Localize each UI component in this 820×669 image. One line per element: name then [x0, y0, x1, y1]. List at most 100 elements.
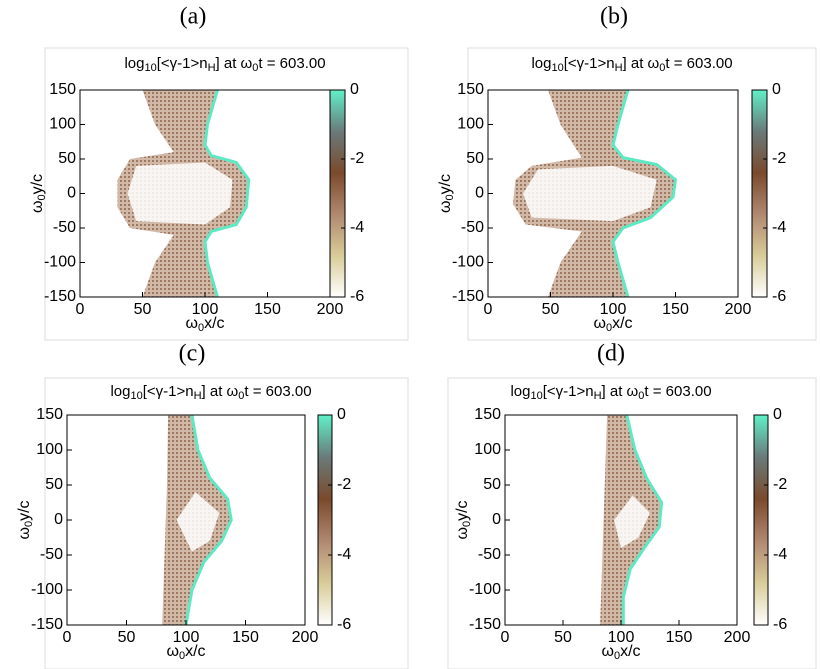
- chart-title: log10[<γ-1>nH] at ω0t = 603.00: [510, 383, 711, 402]
- text-part: x/c: [185, 643, 205, 660]
- y-tick-label: -50: [40, 546, 63, 563]
- front-edge: [203, 89, 251, 298]
- y-tick-label: -100: [44, 254, 76, 271]
- colorbar: [753, 414, 769, 626]
- text-part: log: [124, 55, 144, 72]
- text-part: y/c: [454, 500, 471, 520]
- panel-frame: [467, 47, 817, 341]
- x-tick-label: 200: [724, 629, 751, 646]
- subscript: H: [615, 62, 623, 74]
- text-part: ω: [593, 315, 606, 332]
- text-part: t = 603.00: [258, 55, 325, 72]
- y-tick-label: -150: [452, 288, 484, 305]
- colorbar: [317, 414, 333, 626]
- subscript: 0: [23, 521, 35, 527]
- x-tick-label: 50: [118, 629, 136, 646]
- text-part: y/c: [16, 500, 33, 520]
- y-tick-label: -100: [31, 581, 63, 598]
- x-tick-label: 100: [600, 301, 627, 318]
- text-part: log: [110, 383, 130, 400]
- y-tick-label: -150: [469, 616, 501, 633]
- y-tick-label: 0: [54, 511, 63, 528]
- subscript: H: [594, 390, 602, 402]
- x-tick-label: 0: [76, 301, 85, 318]
- text-part: y/c: [437, 174, 454, 194]
- colorbar-tick-label: -4: [773, 546, 787, 563]
- x-tick-label: 100: [192, 301, 219, 318]
- y-tick-label: -50: [478, 546, 501, 563]
- y-tick-label: 50: [58, 150, 76, 167]
- panel-frame: [44, 47, 409, 341]
- chart-title: log10[<γ-1>nH] at ω0t = 603.00: [124, 55, 325, 74]
- x-tick-label: 150: [662, 301, 689, 318]
- x-tick-label: 100: [608, 629, 635, 646]
- front-edge: [184, 414, 233, 626]
- x-axis-label: ω0x/c: [601, 643, 640, 662]
- text-part: ω: [29, 201, 46, 214]
- subscript: 0: [614, 650, 620, 662]
- subscript: H: [194, 390, 202, 402]
- colorbar-tick-label: -6: [337, 616, 351, 633]
- y-tick-label: 50: [466, 150, 484, 167]
- sparse-region: [127, 162, 233, 225]
- subscript: 0: [606, 322, 612, 334]
- subscript: 0: [198, 322, 204, 334]
- colorbar: [751, 89, 768, 298]
- x-tick-label: 150: [666, 629, 693, 646]
- subscript: H: [208, 62, 216, 74]
- x-tick-label: 200: [292, 629, 319, 646]
- subscript: 10: [130, 390, 142, 402]
- x-axis-label: ω0x/c: [185, 315, 224, 334]
- y-tick-label: 100: [36, 441, 63, 458]
- text-part: [<γ-1>n: [143, 383, 194, 400]
- sparse-region: [176, 492, 220, 552]
- sparse-region: [614, 495, 650, 548]
- front-edge: [611, 89, 678, 298]
- y-axis-label: ω0y/c: [16, 500, 35, 539]
- text-part: [<γ-1>n: [543, 383, 594, 400]
- text-part: t = 603.00: [665, 55, 732, 72]
- text-part: ω: [601, 643, 614, 660]
- panel-label: (a): [180, 4, 207, 30]
- subscript: 10: [551, 62, 563, 74]
- y-tick-label: -150: [31, 616, 63, 633]
- text-part: t = 603.00: [244, 383, 311, 400]
- y-tick-label: -100: [452, 254, 484, 271]
- text-part: x/c: [612, 315, 632, 332]
- text-part: ω: [185, 315, 198, 332]
- text-part: log: [531, 55, 551, 72]
- x-tick-label: 0: [484, 301, 493, 318]
- y-axis-label: ω0y/c: [29, 174, 48, 213]
- colorbar-tick-label: 0: [772, 81, 781, 98]
- text-part: ω: [166, 643, 179, 660]
- y-tick-label: 0: [492, 511, 501, 528]
- sparse-region: [523, 165, 657, 222]
- text-part: x/c: [204, 315, 224, 332]
- colorbar-tick-label: -2: [337, 476, 351, 493]
- colorbar-tick-label: -6: [350, 288, 364, 305]
- y-axis-label: ω0y/c: [437, 174, 456, 213]
- x-axis-label: ω0x/c: [593, 315, 632, 334]
- text-part: [<γ-1>n: [564, 55, 615, 72]
- colorbar-tick-label: -2: [350, 150, 364, 167]
- x-tick-label: 0: [63, 629, 72, 646]
- text-part: ] at ω: [202, 383, 239, 400]
- x-tick-label: 150: [232, 629, 259, 646]
- subscript: 0: [461, 521, 473, 527]
- text-part: ] at ω: [623, 55, 660, 72]
- y-tick-label: 100: [457, 116, 484, 133]
- chart-title: log10[<γ-1>nH] at ω0t = 603.00: [110, 383, 311, 402]
- colorbar-tick-label: 0: [773, 406, 782, 423]
- colorbar-tick-label: -4: [350, 219, 364, 236]
- chart-title: log10[<γ-1>nH] at ω0t = 603.00: [531, 55, 732, 74]
- panel-label: (b): [600, 4, 628, 30]
- y-tick-label: 150: [49, 81, 76, 98]
- colorbar-tick-label: -6: [772, 288, 786, 305]
- panel-label: (d): [597, 341, 625, 367]
- x-tick-label: 50: [134, 301, 152, 318]
- y-tick-label: 150: [474, 406, 501, 423]
- y-tick-label: 0: [475, 185, 484, 202]
- x-tick-label: 200: [725, 301, 752, 318]
- y-tick-label: -50: [53, 219, 76, 236]
